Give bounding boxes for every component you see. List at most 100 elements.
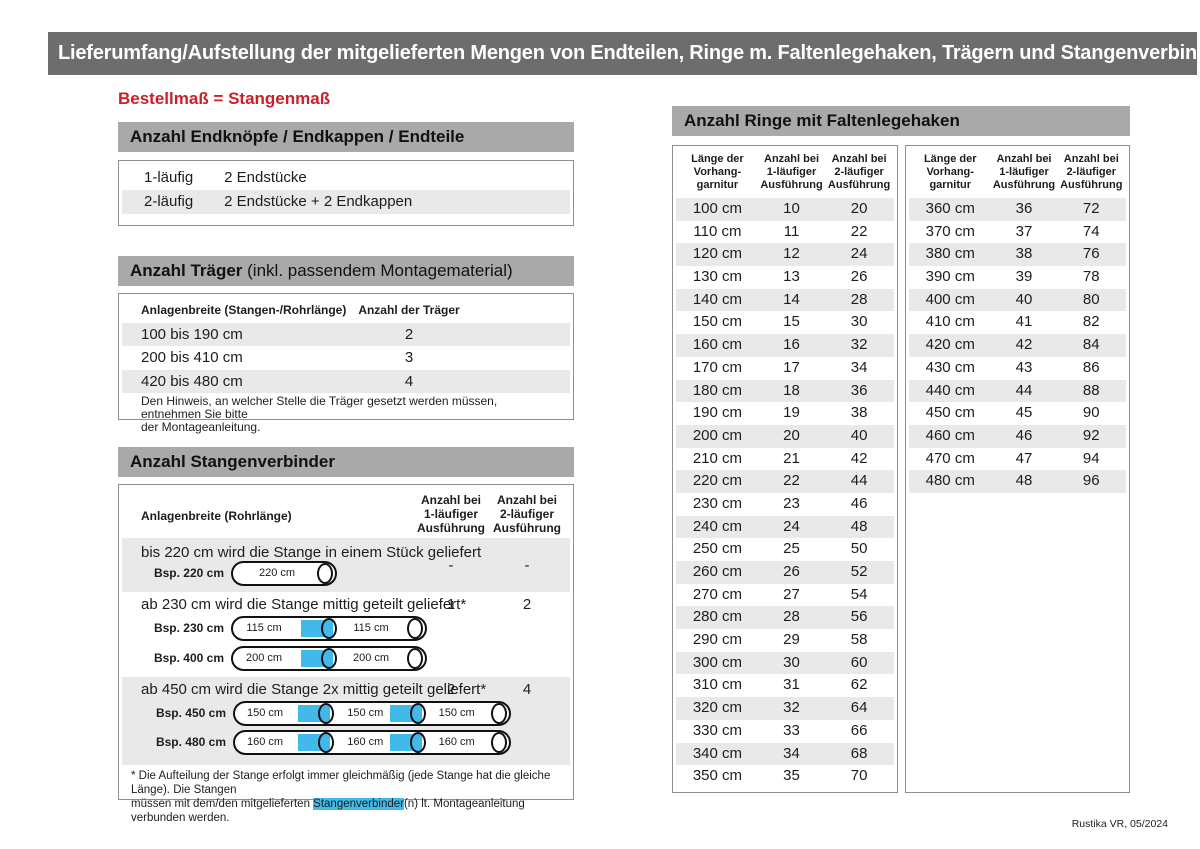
table-row: 320 cm 32 64 — [676, 697, 894, 720]
rings-2-run: 76 — [1082, 245, 1100, 263]
rod-segment-label: 160 cm — [246, 736, 284, 748]
rings-2-run: 94 — [1082, 449, 1100, 467]
rings-1-run: 37 — [1015, 222, 1033, 240]
ring-rows-right: 360 cm 36 72 370 cm 37 74 380 cm 38 76 — [909, 198, 1126, 493]
rings-2-run: 42 — [850, 449, 868, 467]
garniture-length: 100 cm — [692, 200, 743, 217]
table-row: 230 cm 23 46 — [676, 493, 894, 516]
section-header-traeger: Anzahl Träger (inkl. passendem Montagema… — [118, 256, 574, 286]
verbinder-section-bis-220: bis 220 cm wird die Stange in einem Stüc… — [122, 538, 570, 592]
ring-table-right: Länge der Vorhang- garnitur Anzahl bei 1… — [905, 145, 1130, 793]
col-header-width: Anlagenbreite (Stangen-/Rohrlänge) — [141, 303, 347, 317]
bracket-count: 2 — [404, 326, 414, 343]
example-label: Bsp. 220 cm — [153, 566, 224, 580]
rings-1-run: 33 — [783, 721, 800, 739]
rod-end-icon — [407, 618, 423, 639]
rod-segment-label: 200 cm — [352, 652, 390, 664]
rings-2-run: 68 — [850, 744, 868, 762]
table-row: 380 cm 38 76 — [909, 243, 1126, 267]
rod-diagram-400: 200 cm 200 cm — [231, 646, 427, 671]
rings-2-run: 28 — [850, 290, 868, 308]
rings-2-run: 24 — [850, 245, 868, 263]
garniture-length: 120 cm — [692, 245, 743, 263]
garniture-length: 350 cm — [692, 767, 743, 785]
document-version: Rustika VR, 05/2024 — [1071, 818, 1168, 830]
garniture-length: 310 cm — [692, 676, 743, 694]
rule-text: bis 220 cm wird die Stange in einem Stüc… — [141, 544, 482, 561]
rings-1-run: 26 — [783, 563, 800, 580]
rings-2-run: 64 — [850, 699, 868, 717]
table-row: 330 cm 33 66 — [676, 720, 894, 743]
rings-2-run: 58 — [850, 631, 868, 649]
rings-1-run: 27 — [783, 585, 800, 603]
verbinder-section-ab-450: ab 450 cm wird die Stange 2x mittig gete… — [122, 677, 570, 765]
rod-segment-label: 160 cm — [347, 736, 384, 748]
garniture-length: 450 cm — [925, 404, 975, 422]
footnote-text: (n) lt. Montageanleitung verbunden werde… — [131, 798, 525, 824]
rule-text: ab 230 cm wird die Stange mittig geteilt… — [141, 596, 467, 613]
rod-end-icon — [407, 648, 423, 669]
rings-2-run: 56 — [850, 608, 868, 626]
rod-segment-label: 150 cm — [438, 707, 475, 719]
end-pieces-value: 2 Endstücke — [224, 169, 307, 186]
col-header-2-run: Anzahl bei 2-läufiger Ausführung — [827, 153, 891, 191]
table-row: 360 cm 36 72 — [909, 198, 1126, 221]
rings-1-run: 39 — [1015, 268, 1033, 286]
rings-2-run: 60 — [850, 653, 868, 671]
garniture-length: 320 cm — [692, 699, 743, 717]
ring-rows-left: 100 cm 10 20 110 cm 11 22 120 cm 12 24 — [676, 198, 894, 788]
rings-1-run: 19 — [783, 404, 800, 422]
table-row: 390 cm 39 78 — [909, 266, 1126, 289]
rings-2-run: 70 — [850, 767, 868, 785]
garniture-length: 470 cm — [925, 449, 975, 467]
rings-1-run: 24 — [783, 517, 800, 535]
table-row: 310 cm 31 62 — [676, 674, 894, 697]
garniture-length: 400 cm — [925, 290, 975, 308]
garniture-length: 440 cm — [925, 381, 975, 399]
table-row: 100 bis 190 cm 2 — [122, 323, 570, 347]
rod-joint-icon — [318, 703, 335, 724]
garniture-length: 140 cm — [692, 290, 743, 308]
end-pieces-value: 2 Endstücke + 2 Endkappen — [224, 193, 413, 210]
table-row: 110 cm 11 22 — [676, 221, 894, 244]
rings-1-run: 21 — [783, 449, 800, 467]
table-row: 280 cm 28 56 — [676, 606, 894, 630]
garniture-length: 180 cm — [692, 381, 743, 399]
table-row: 420 bis 480 cm 4 — [122, 369, 570, 393]
garniture-length: 160 cm — [692, 336, 743, 354]
rings-2-run: 88 — [1082, 381, 1100, 399]
rings-2-run: 32 — [850, 336, 868, 354]
table-row: 140 cm 14 28 — [676, 288, 894, 312]
width-range: 100 bis 190 cm — [141, 326, 243, 343]
example-label: Bsp. 450 cm — [155, 706, 226, 720]
rings-1-run: 17 — [783, 358, 800, 376]
col-header-1-run: Anzahl bei 1-läufiger Ausführung — [760, 153, 823, 191]
rings-1-run: 11 — [783, 222, 800, 240]
section-header-endteile: Anzahl Endknöpfe / Endkappen / Endteile — [118, 122, 574, 152]
rings-2-run: 54 — [850, 585, 868, 603]
table-row: 270 cm 27 54 — [676, 584, 894, 607]
col-header-width: Anlagenbreite (Rohrlänge) — [141, 509, 292, 523]
rings-1-run: 25 — [783, 540, 800, 558]
rings-1-run: 22 — [783, 472, 800, 490]
rings-2-run: 92 — [1082, 426, 1100, 444]
section-header-verbinder: Anzahl Stangenverbinder — [118, 447, 574, 477]
rod-segment-label: 200 cm — [245, 652, 283, 664]
table-row: 460 cm 46 92 — [909, 424, 1126, 448]
rod-diagram-480: 160 cm 160 cm 160 cm — [233, 730, 511, 755]
traeger-rows: 100 bis 190 cm 2 200 bis 410 cm 3 420 bi… — [122, 323, 570, 393]
bracket-count: 4 — [404, 372, 414, 390]
rings-1-run: 20 — [783, 426, 800, 444]
table-row: 260 cm 26 52 — [676, 561, 894, 584]
count-1-run: 2 — [446, 681, 456, 698]
rings-1-run: 42 — [1015, 336, 1033, 354]
rings-2-run: 52 — [850, 563, 868, 580]
garniture-length: 130 cm — [692, 268, 743, 286]
rings-1-run: 36 — [1015, 200, 1033, 217]
table-row: 160 cm 16 32 — [676, 334, 894, 357]
garniture-length: 360 cm — [925, 200, 975, 217]
rings-2-run: 30 — [850, 313, 868, 331]
col-header-2-run: Anzahl bei 2-läufiger Ausführung — [493, 493, 561, 535]
rod-joint-icon — [321, 648, 337, 669]
col-header-2-run: Anzahl bei 2-läufiger Ausführung — [1060, 153, 1123, 191]
